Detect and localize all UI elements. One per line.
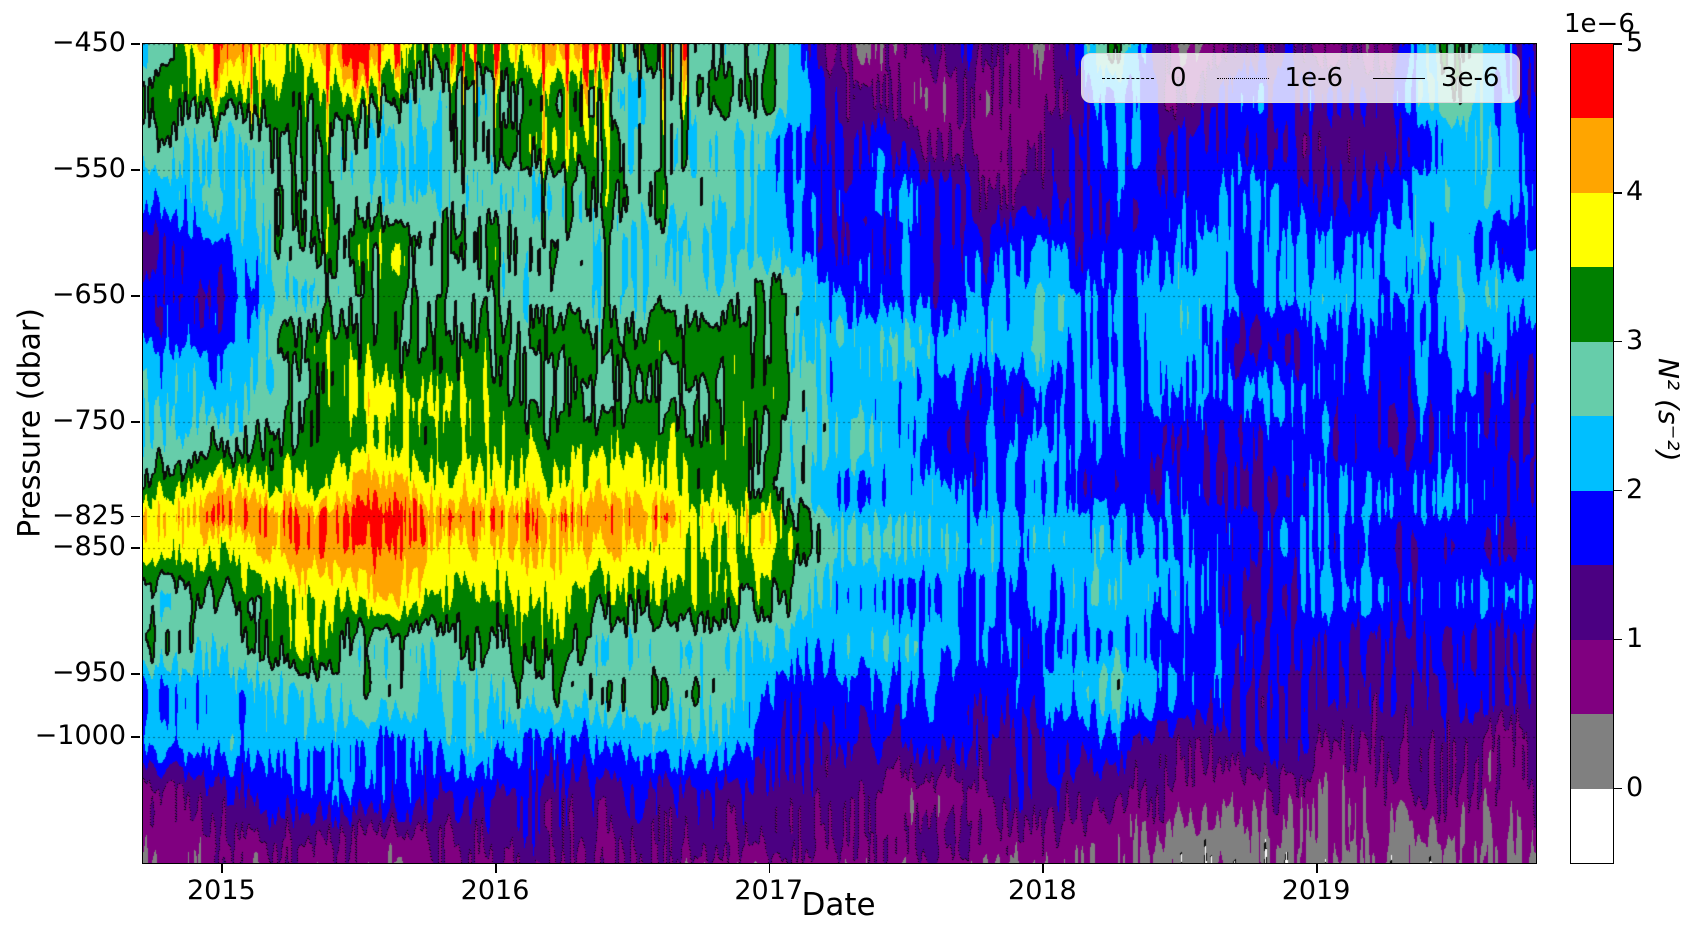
x-tick-mark bbox=[768, 864, 771, 873]
x-tick-mark bbox=[221, 864, 223, 873]
legend-label: 1e-6 bbox=[1284, 63, 1344, 93]
colorbar-band bbox=[1571, 639, 1613, 715]
contour-field-canvas bbox=[143, 44, 1536, 863]
colorbar-band bbox=[1571, 267, 1613, 342]
colorbar-offset-title: 1e−6 bbox=[1564, 9, 1635, 39]
x-tick-mark bbox=[1316, 864, 1318, 873]
y-tick-mark bbox=[131, 421, 140, 423]
y-tick-label: −1000 bbox=[34, 720, 126, 751]
legend-line-dotted bbox=[1216, 77, 1269, 79]
colorbar-band bbox=[1571, 788, 1613, 863]
colorbar-tick-label: 4 bbox=[1626, 175, 1644, 207]
x-tick-mark bbox=[1042, 864, 1044, 873]
y-tick-label: −650 bbox=[51, 279, 126, 310]
colorbar bbox=[1570, 43, 1614, 864]
colorbar-tick-label: 0 bbox=[1626, 771, 1644, 803]
colorbar-tick-label: 5 bbox=[1626, 27, 1644, 58]
colorbar-tick-mark bbox=[1614, 340, 1622, 343]
y-tick-mark bbox=[131, 515, 140, 518]
y-tick-mark bbox=[131, 169, 140, 171]
plot-area: 0 1e-6 3e-6 bbox=[142, 43, 1537, 864]
legend-item: 3e-6 bbox=[1373, 63, 1499, 93]
x-tick-label: 2019 bbox=[1281, 875, 1351, 906]
colorbar-tick-label: 3 bbox=[1626, 324, 1644, 356]
legend-item: 0 bbox=[1102, 63, 1187, 93]
colorbar-tick-mark bbox=[1614, 489, 1622, 492]
colorbar-band bbox=[1571, 416, 1613, 491]
y-tick-label: −750 bbox=[51, 405, 126, 436]
legend: 0 1e-6 3e-6 bbox=[1081, 53, 1521, 103]
colorbar-band bbox=[1571, 44, 1613, 119]
x-tick-label: 2017 bbox=[734, 875, 804, 906]
y-tick-mark bbox=[131, 673, 140, 675]
colorbar-band bbox=[1571, 565, 1613, 640]
y-tick-label: −850 bbox=[51, 531, 126, 562]
legend-label: 0 bbox=[1170, 63, 1187, 93]
colorbar-tick-mark bbox=[1614, 787, 1622, 790]
y-tick-label: −825 bbox=[51, 499, 126, 531]
legend-line-dashed bbox=[1102, 77, 1154, 79]
colorbar-tick-mark bbox=[1614, 43, 1622, 45]
y-tick-mark bbox=[131, 43, 140, 45]
colorbar-band bbox=[1571, 490, 1613, 566]
colorbar-tick-label: 2 bbox=[1626, 473, 1644, 505]
colorbar-band bbox=[1571, 118, 1613, 193]
colorbar-axis-label: N² (s⁻²) bbox=[1652, 357, 1685, 462]
y-tick-label: −550 bbox=[51, 153, 126, 184]
y-tick-label: −450 bbox=[51, 27, 126, 58]
legend-line-solid bbox=[1373, 77, 1426, 79]
colorbar-band bbox=[1571, 341, 1613, 417]
colorbar-band bbox=[1571, 714, 1613, 789]
legend-item: 1e-6 bbox=[1216, 63, 1344, 93]
legend-label: 3e-6 bbox=[1441, 63, 1500, 93]
colorbar-tick-mark bbox=[1614, 638, 1622, 641]
colorbar-band bbox=[1571, 192, 1613, 268]
y-axis-label: Pressure (dbar) bbox=[12, 307, 48, 538]
y-tick-mark bbox=[131, 547, 140, 549]
y-tick-mark bbox=[131, 736, 140, 738]
x-tick-mark bbox=[495, 864, 497, 873]
colorbar-tick-mark bbox=[1614, 191, 1622, 194]
x-axis-label: Date bbox=[801, 887, 876, 923]
x-tick-label: 2015 bbox=[187, 875, 256, 906]
y-tick-label: −950 bbox=[51, 657, 126, 688]
x-tick-label: 2016 bbox=[460, 875, 530, 906]
colorbar-tick-label: 1 bbox=[1626, 622, 1644, 654]
y-tick-mark bbox=[131, 295, 140, 297]
x-tick-label: 2018 bbox=[1008, 875, 1077, 906]
